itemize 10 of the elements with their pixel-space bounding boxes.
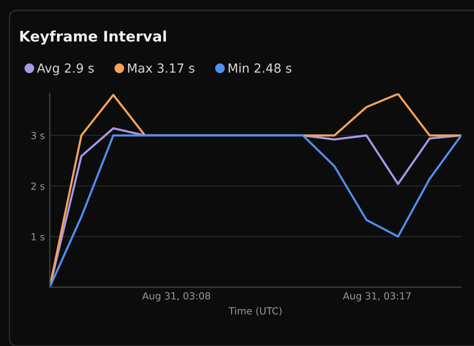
x-axis-title: Time (UTC) [228,307,282,316]
legend-label: Max 3.17 s [128,63,194,73]
chart-title: Keyframe Interval [20,30,166,45]
y-tick-label: 1 s [32,233,44,240]
x-tick-label: Aug 31, 03:08 [142,292,210,302]
x-tick-label: Aug 31, 03:17 [342,292,411,302]
legend-label: Min 2.48 s [228,63,292,73]
y-tick-label: 3 s [31,132,44,140]
legend-label: Avg 2.9 s [36,63,94,76]
y-tick-label: 2 s [31,182,44,190]
